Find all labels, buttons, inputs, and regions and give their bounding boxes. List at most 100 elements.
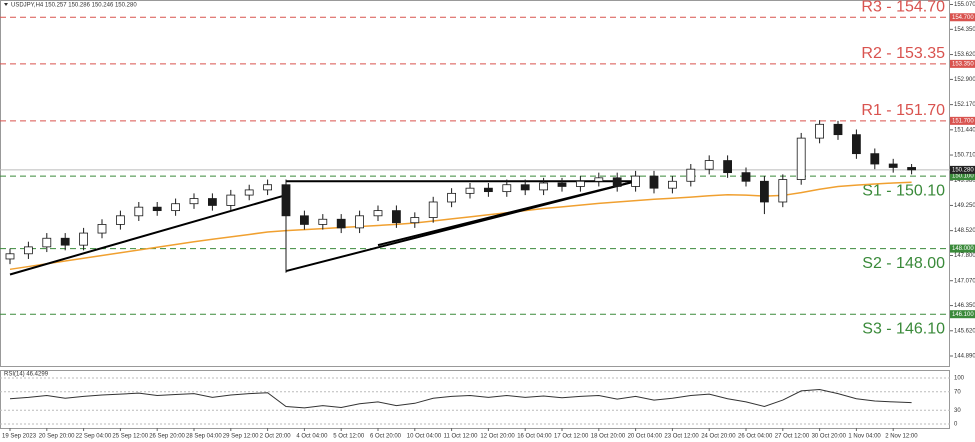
x-tick-label: 29 Sep 12:00 — [223, 434, 259, 440]
x-tick-label: 20 Sep 20:00 — [39, 434, 75, 440]
x-tick-label: 10 Oct 04:00 — [407, 434, 442, 440]
level-axis-box — [950, 244, 975, 253]
y-tick-label: 149.250 — [954, 203, 975, 209]
candle-body — [907, 167, 916, 171]
x-tick-label: 22 Sep 04:00 — [76, 434, 112, 440]
x-tick-label: 11 Oct 12:00 — [444, 434, 479, 440]
last-price-box — [950, 165, 975, 174]
level-label: S1 - 150.10 — [862, 182, 945, 199]
level-axis-label: 151.700 — [952, 118, 974, 124]
main-panel — [0, 0, 950, 367]
y-tick-label: 152.900 — [954, 77, 975, 83]
candle-body — [79, 232, 88, 246]
candle-body — [815, 123, 824, 139]
candle-body — [612, 177, 622, 187]
x-tick-label: 1 Nov 04:00 — [848, 434, 881, 440]
y-tick-label: 145.620 — [954, 328, 975, 334]
candle-body — [888, 163, 898, 168]
candle-body — [171, 203, 181, 212]
candle-body — [594, 177, 604, 182]
x-tick-label: 28 Sep 04:00 — [186, 434, 222, 440]
candle-body — [852, 134, 861, 155]
candle-body — [134, 206, 144, 217]
candle-body — [465, 187, 475, 194]
x-tick-label: 16 Oct 04:00 — [517, 434, 552, 440]
level-label: S3 - 146.10 — [862, 320, 945, 337]
level-axis-box — [950, 59, 975, 68]
chart-title: USDJPY,H4 150.257 150.286 150.246 150.28… — [11, 3, 137, 9]
x-tick-label: 4 Oct 04:00 — [296, 434, 328, 440]
rsi-tick-label: 100 — [954, 376, 965, 382]
last-price-label: 150.280 — [952, 167, 974, 173]
candle-body — [557, 182, 567, 187]
rsi-tick-label: 70 — [954, 389, 961, 395]
candle-body — [760, 180, 769, 203]
candle-body — [226, 194, 236, 206]
candle-body — [704, 160, 714, 170]
level-label: R2 - 153.35 — [861, 45, 945, 62]
candle-body — [668, 180, 677, 189]
x-tick-label: 18 Oct 20:00 — [591, 434, 626, 440]
candle-body — [189, 198, 199, 205]
y-tick-label: 154.350 — [954, 27, 975, 33]
x-tick-label: 20 Oct 04:00 — [628, 434, 663, 440]
candle-body — [539, 182, 548, 191]
trendline — [9, 194, 287, 276]
y-tick-label: 147.070 — [954, 278, 975, 284]
trendline — [377, 180, 636, 247]
candle-body — [336, 218, 346, 229]
candle-body — [631, 175, 640, 187]
x-tick-label: 24 Oct 20:00 — [701, 434, 736, 440]
rsi-tick-label: 30 — [954, 408, 961, 414]
candle-body — [723, 160, 732, 174]
level-axis-label: 150.100 — [952, 174, 974, 180]
y-tick-label: 146.350 — [954, 303, 975, 309]
y-tick-label: 150.710 — [954, 153, 975, 159]
candle-body — [23, 246, 33, 255]
candle-body — [502, 184, 512, 193]
x-tick-label: 2 Nov 12:00 — [885, 434, 918, 440]
candle-body — [116, 215, 125, 225]
level-axis-label: 154.700 — [952, 15, 974, 21]
candle-body — [263, 184, 273, 191]
y-tick-label: 153.620 — [954, 52, 975, 58]
x-tick-label: 25 Sep 12:00 — [112, 434, 148, 440]
candle-body — [391, 210, 401, 224]
x-tick-label: 23 Oct 12:00 — [664, 434, 699, 440]
x-tick-label: 2 Oct 20:00 — [260, 434, 292, 440]
y-tick-label: 148.520 — [954, 228, 975, 234]
y-tick-label: 144.890 — [954, 354, 975, 360]
x-tick-label: 6 Oct 20:00 — [370, 434, 402, 440]
x-tick-label: 5 Oct 12:00 — [333, 434, 365, 440]
candle-body — [244, 189, 254, 196]
level-axis-label: 148.000 — [952, 246, 974, 252]
candle-body — [833, 123, 843, 136]
level-axis-label: 146.100 — [952, 312, 974, 318]
x-tick-label: 12 Oct 20:00 — [480, 434, 515, 440]
candle-body — [5, 253, 15, 260]
candle-body — [373, 210, 383, 217]
x-tick-label: 30 Oct 20:00 — [812, 434, 847, 440]
candle-body — [649, 175, 659, 189]
candle-body — [60, 237, 70, 246]
level-axis-box — [950, 116, 975, 125]
x-tick-label: 26 Sep 20:00 — [149, 434, 185, 440]
candle-body — [870, 153, 880, 165]
y-tick-label: 147.800 — [954, 253, 975, 259]
candle-body — [355, 215, 365, 229]
candle-body — [42, 237, 52, 248]
candle-body — [741, 172, 751, 182]
candle-body — [97, 224, 107, 234]
candle-body — [299, 215, 309, 225]
level-label: R3 - 154.70 — [861, 0, 945, 15]
level-axis-box — [950, 310, 975, 319]
symbol-icon — [4, 3, 8, 6]
x-tick-label: 17 Oct 12:00 — [554, 434, 589, 440]
x-tick-label: 19 Sep 2023 — [2, 434, 37, 440]
level-axis-box — [950, 13, 975, 22]
x-tick-label: 27 Oct 12:00 — [775, 434, 810, 440]
candle-body — [686, 168, 696, 182]
candle-body — [152, 206, 162, 212]
candle-body — [207, 198, 217, 206]
